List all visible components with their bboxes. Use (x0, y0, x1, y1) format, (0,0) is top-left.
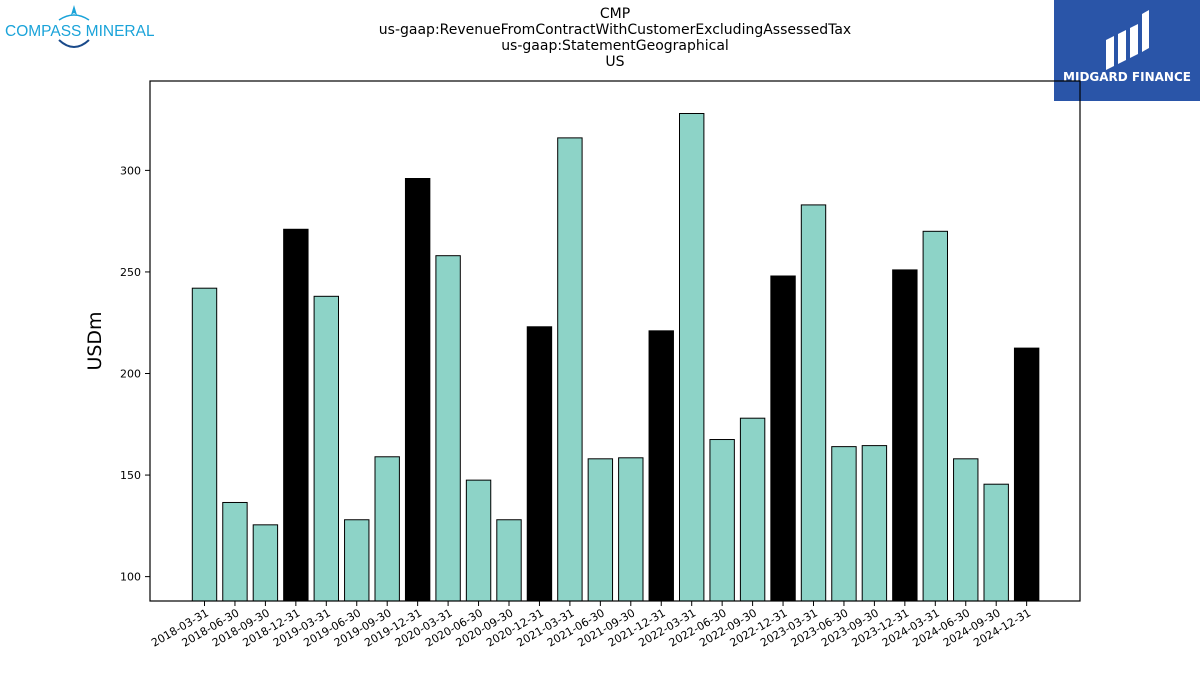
bar-2020-03-31 (435, 255, 461, 602)
chart-title-axis: us-gaap:StatementGeographical (501, 38, 729, 54)
bar-2021-03-31 (557, 137, 583, 602)
y-tick-label: 250 (120, 266, 141, 279)
compass-logo-icon: COMPASS MINERALS (5, 5, 165, 48)
bar-2020-06-30 (465, 479, 492, 602)
bar-2019-12-31 (404, 178, 431, 602)
y-tick-label: 100 (120, 571, 141, 584)
bar-2022-06-30 (709, 439, 735, 602)
bars-group (191, 113, 1040, 602)
bar-2019-06-30 (344, 519, 370, 602)
bar-2023-06-30 (831, 446, 857, 602)
bar-2019-03-31 (313, 295, 340, 602)
bar-2020-09-30 (496, 519, 522, 602)
y-axis: 100 150 200 250 300 (120, 164, 150, 584)
y-tick-label: 300 (120, 164, 141, 177)
bar-2022-09-30 (739, 417, 766, 602)
bar-2018-03-31 (191, 287, 218, 602)
chart-title-concept: us-gaap:RevenueFromContractWithCustomerE… (378, 22, 852, 38)
y-tick-label: 150 (120, 469, 141, 482)
bar-2021-09-30 (618, 457, 644, 602)
chart-title-block: CMP us-gaap:RevenueFromContractWithCusto… (310, 6, 920, 70)
bar-2022-12-31 (770, 275, 796, 602)
bar-2019-09-30 (374, 456, 400, 602)
bar-2024-09-30 (983, 483, 1009, 602)
bar-2021-12-31 (648, 330, 674, 602)
compass-logo-text: COMPASS MINERALS (5, 23, 154, 40)
x-axis: 2018-03-312018-06-302018-09-302018-12-31… (149, 601, 1033, 650)
bar-2018-12-31 (283, 228, 309, 602)
bar-2024-06-30 (953, 458, 979, 602)
plot-frame (149, 80, 1081, 602)
chart-title-member: US (605, 54, 625, 70)
bar-2024-12-31 (1013, 347, 1040, 602)
bar-2022-03-31 (679, 113, 705, 602)
midgard-logo-text: MIDGARD FINANCE (1063, 70, 1191, 84)
bar-2018-09-30 (252, 524, 279, 602)
y-tick-label: 200 (120, 368, 141, 381)
bar-2023-09-30 (861, 445, 888, 602)
midgard-finance-logo: MIDGARD FINANCE (1054, 0, 1200, 101)
bar-2021-06-30 (587, 458, 614, 602)
compass-minerals-logo: COMPASS MINERALS (4, 4, 165, 56)
chart-title-ticker: CMP (599, 6, 631, 22)
bar-2020-12-31 (526, 326, 553, 602)
bar-2023-12-31 (892, 269, 918, 602)
y-axis-label: USDm (84, 311, 106, 370)
bar-2024-03-31 (922, 230, 948, 602)
bar-2018-06-30 (222, 501, 248, 602)
bar-2023-03-31 (800, 204, 827, 602)
midgard-logo-icon: MIDGARD FINANCE (1054, 0, 1200, 101)
